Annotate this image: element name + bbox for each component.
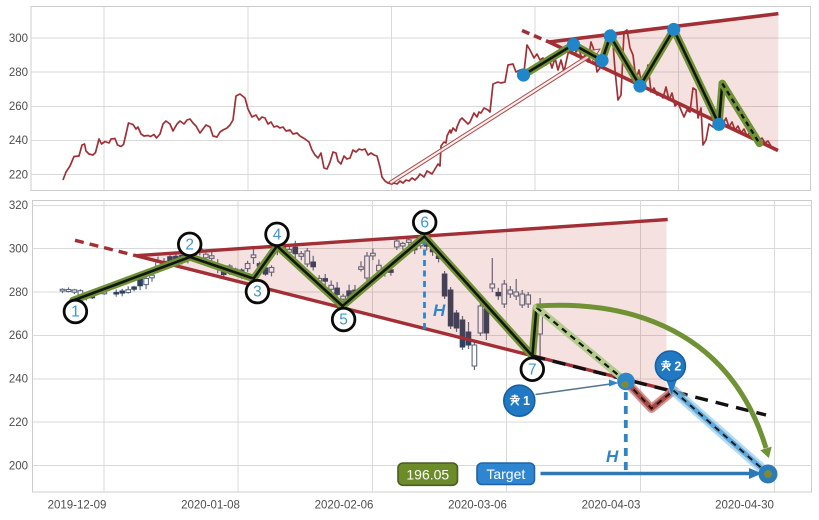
svg-text:4: 4 [273, 226, 282, 243]
svg-text:300: 300 [9, 244, 28, 256]
svg-text:300: 300 [9, 33, 28, 45]
svg-text:6: 6 [420, 214, 429, 231]
svg-text:240: 240 [9, 135, 28, 147]
svg-text:320: 320 [9, 200, 28, 212]
svg-text:2020-03-06: 2020-03-06 [448, 500, 507, 512]
svg-text:Target: Target [486, 466, 525, 482]
svg-text:2020-04-30: 2020-04-30 [715, 500, 774, 512]
svg-text:7: 7 [528, 361, 537, 378]
svg-text:196.05: 196.05 [406, 467, 449, 483]
svg-text:1: 1 [71, 304, 80, 321]
svg-text:2019-12-09: 2019-12-09 [48, 500, 107, 512]
svg-text:280: 280 [9, 287, 28, 299]
svg-text:2020-01-08: 2020-01-08 [181, 500, 240, 512]
svg-text:260: 260 [9, 330, 28, 342]
svg-text:260: 260 [9, 101, 28, 113]
svg-text:240: 240 [9, 374, 28, 386]
svg-text:220: 220 [9, 169, 28, 181]
svg-text:2: 2 [674, 360, 681, 374]
svg-text:5: 5 [339, 312, 348, 329]
svg-text:H: H [606, 447, 619, 466]
svg-text:220: 220 [9, 417, 28, 429]
svg-text:2020-02-06: 2020-02-06 [315, 500, 374, 512]
svg-text:3: 3 [253, 284, 262, 301]
svg-text:H: H [433, 301, 446, 320]
svg-text:200: 200 [9, 460, 28, 472]
svg-text:2: 2 [185, 236, 194, 253]
svg-text:280: 280 [9, 67, 28, 79]
svg-text:1: 1 [523, 394, 530, 408]
svg-text:2020-04-03: 2020-04-03 [582, 500, 641, 512]
